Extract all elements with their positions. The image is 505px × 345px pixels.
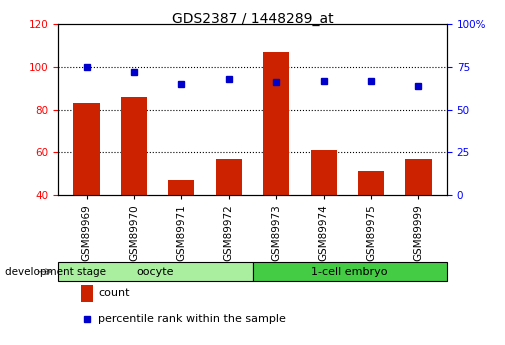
Bar [263,52,289,280]
Bar [121,97,147,280]
Text: development stage: development stage [5,267,106,277]
Bar [168,180,194,280]
Bar [74,103,99,280]
Text: 1-cell embryo: 1-cell embryo [312,267,388,277]
Bar [311,150,337,280]
Bar [406,159,431,280]
Text: count: count [98,288,130,298]
Bar [216,159,242,280]
Text: percentile rank within the sample: percentile rank within the sample [98,314,286,324]
Text: GDS2387 / 1448289_at: GDS2387 / 1448289_at [172,12,333,26]
Bar [358,171,384,280]
Text: oocyte: oocyte [136,267,174,277]
